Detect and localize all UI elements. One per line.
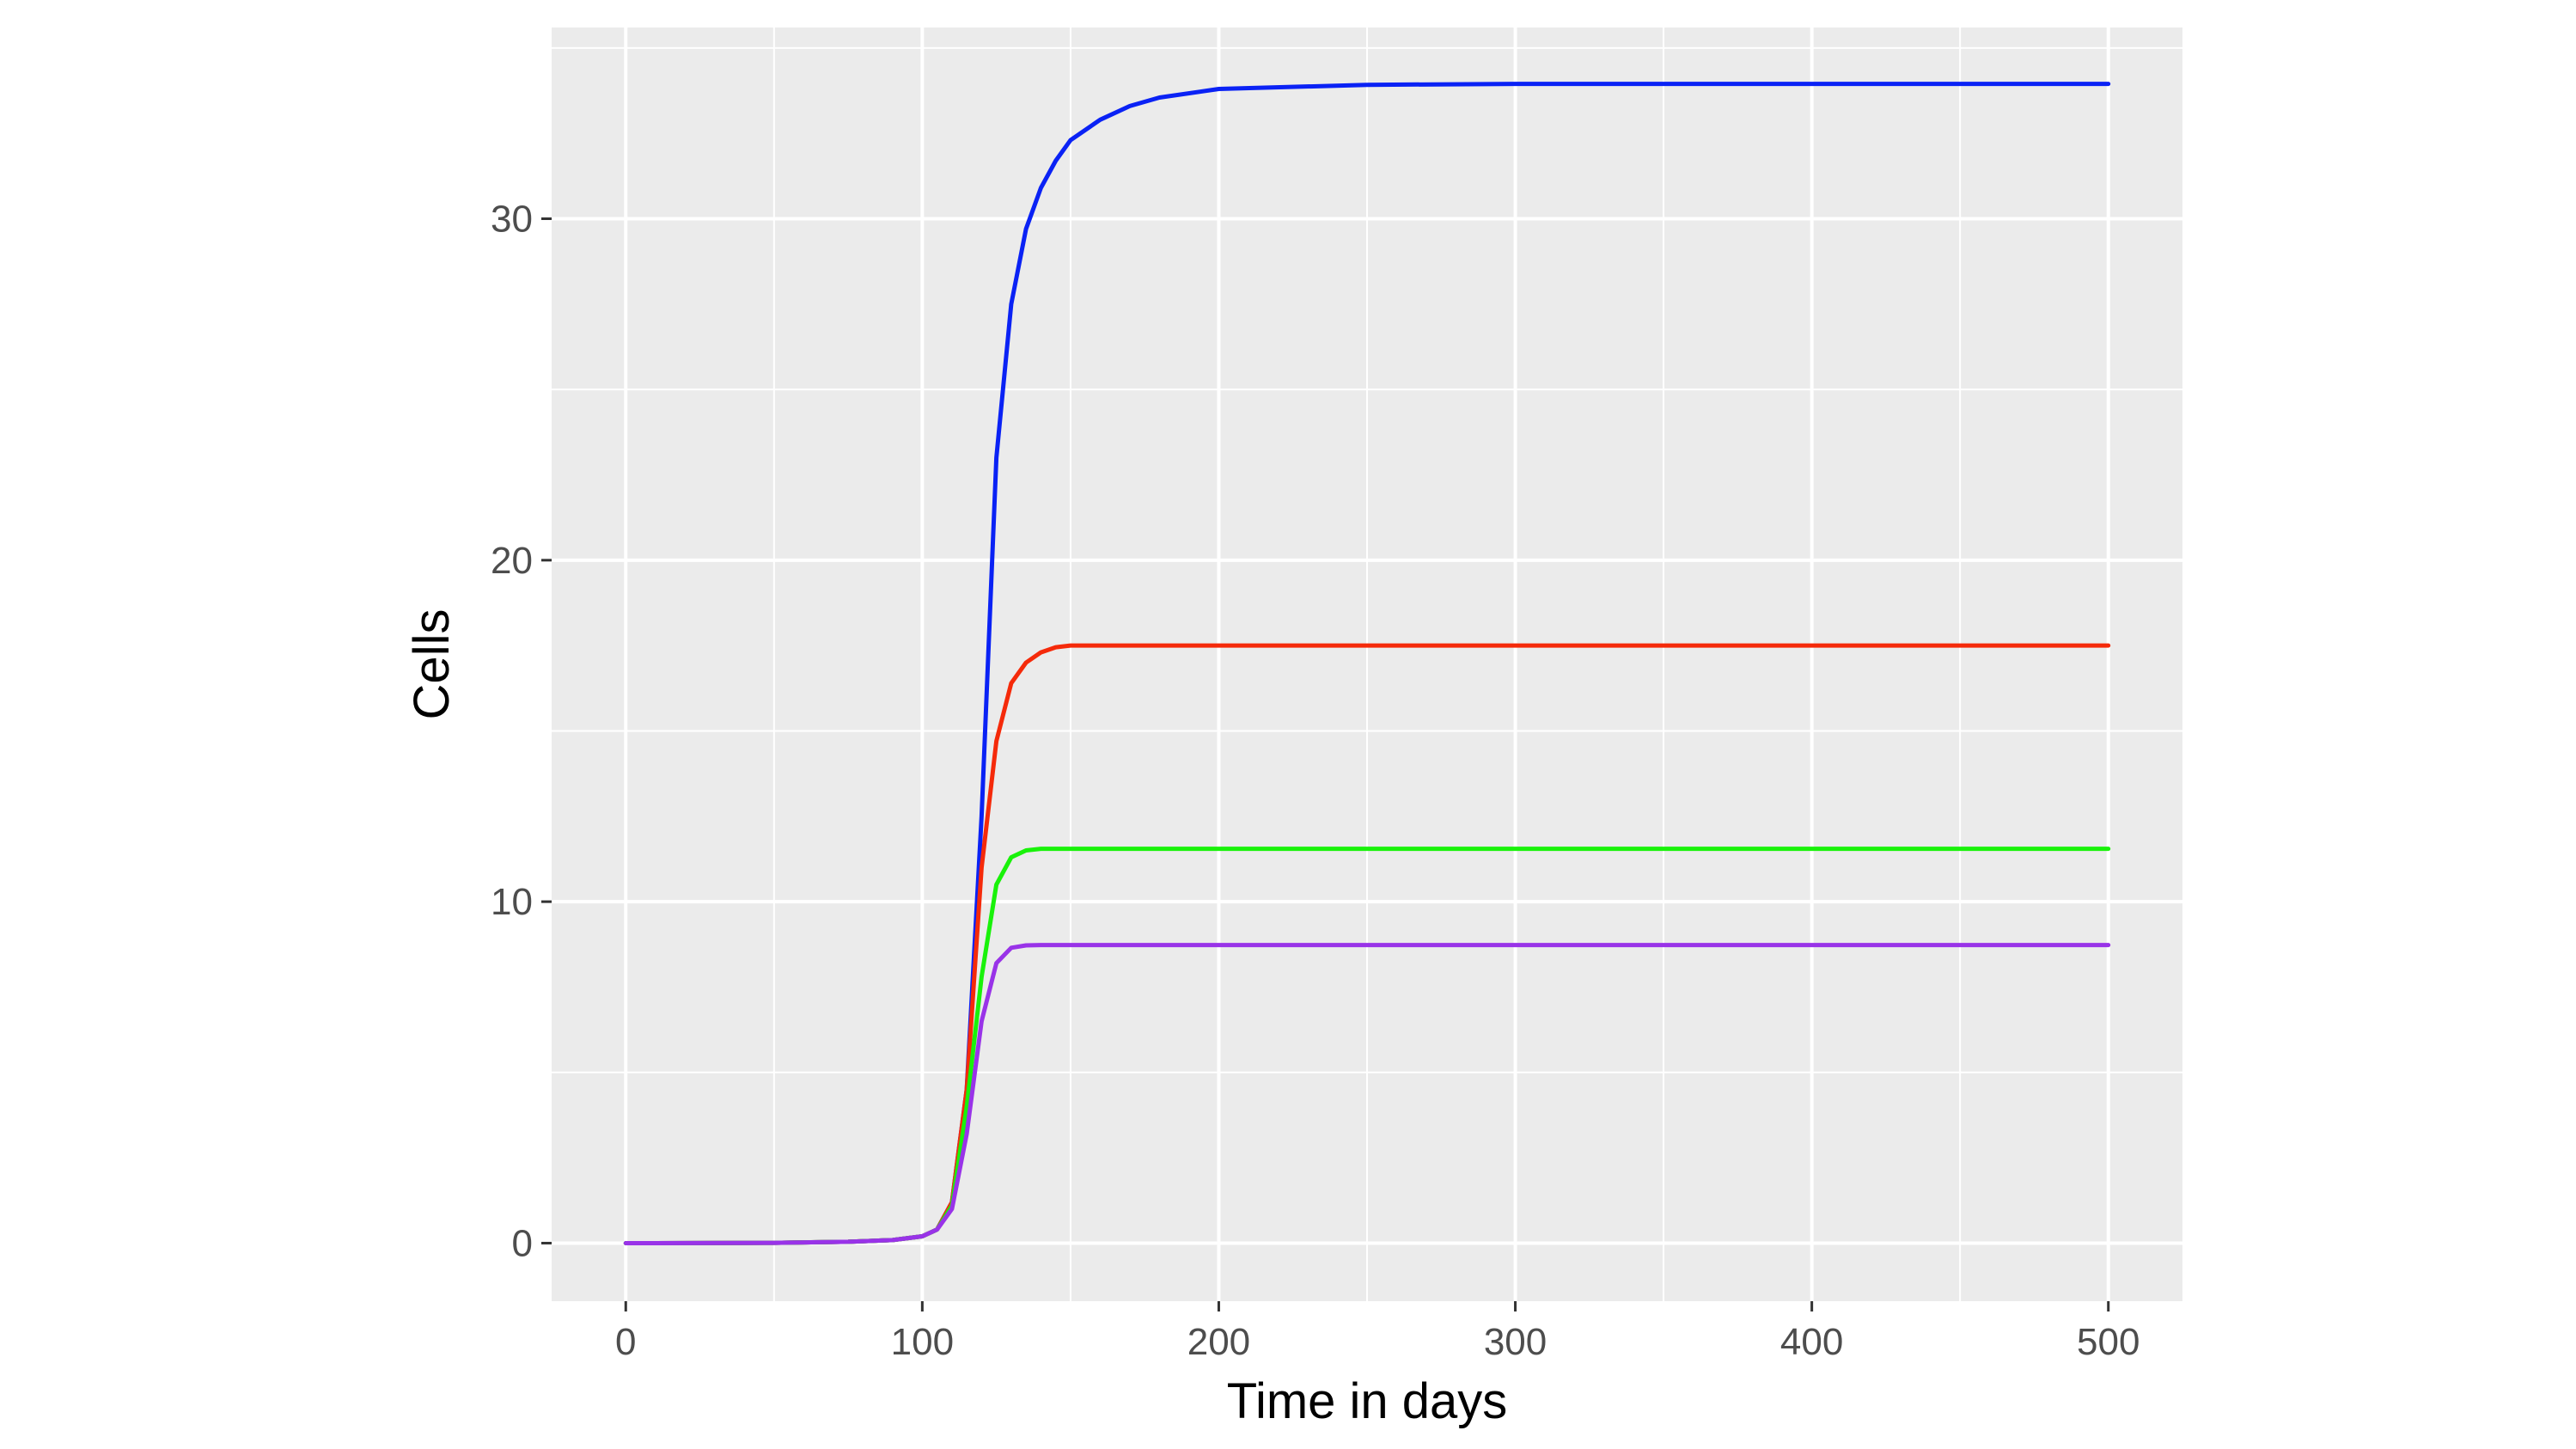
x-tick-label: 100 [891, 1321, 954, 1363]
x-axis: 0 100 200 300 400 500 [615, 1301, 2140, 1363]
grid-minor [552, 28, 2182, 1301]
y-axis-title: Cells [404, 609, 460, 720]
x-tick-label: 500 [2077, 1321, 2140, 1363]
y-tick-label: 0 [512, 1222, 533, 1264]
y-axis: 0 10 20 30 [491, 198, 552, 1264]
series-line-4 [623, 943, 2111, 1245]
y-tick-label: 10 [491, 881, 533, 923]
x-axis-title: Time in days [1227, 1373, 1508, 1429]
series-lines [623, 82, 2111, 1245]
y-tick-label: 30 [491, 198, 533, 240]
x-tick-label: 400 [1780, 1321, 1843, 1363]
y-tick-label: 20 [491, 540, 533, 582]
x-tick-label: 0 [615, 1321, 636, 1363]
x-tick-label: 300 [1484, 1321, 1547, 1363]
x-tick-label: 200 [1187, 1321, 1250, 1363]
